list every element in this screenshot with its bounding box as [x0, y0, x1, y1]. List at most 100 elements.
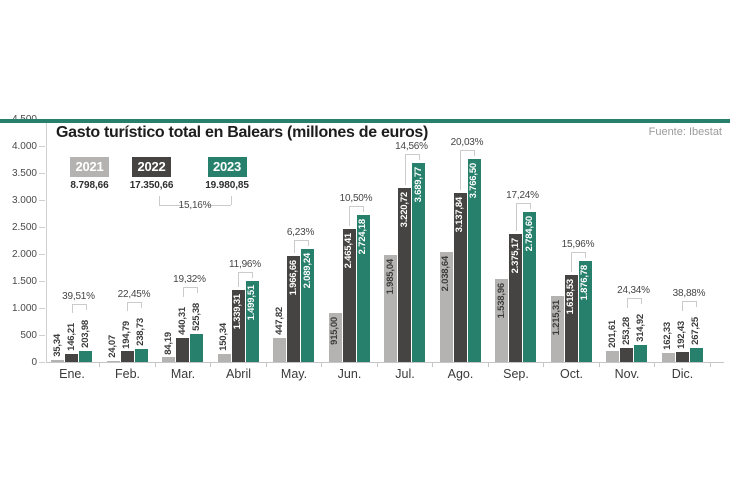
chart-source: Fuente: Ibestat: [648, 126, 722, 138]
x-axis-label: Jul.: [395, 367, 415, 381]
pct-bracket: [182, 286, 198, 288]
x-axis-tick: [265, 362, 267, 367]
pct-bracket: [571, 251, 586, 253]
bar-value-label: 194,79: [121, 320, 132, 349]
x-axis-tick: [154, 362, 156, 367]
y-axis-tick: [39, 146, 45, 147]
bar-value-label: 24,07: [107, 334, 118, 358]
x-axis-label: Feb.: [114, 367, 141, 381]
bar-2022-dic: [675, 351, 689, 362]
y-axis-tick: [39, 200, 45, 201]
pct-bracket: [682, 300, 697, 302]
bar-2022-may: [287, 255, 300, 362]
bar-2023-ago: [467, 158, 481, 362]
pct-bracket: [127, 302, 142, 304]
pct-bracket: [71, 304, 73, 314]
bar-value-label: 84,19: [162, 331, 174, 355]
y-axis-tick-label: 4.000: [11, 141, 37, 152]
pct-bracket: [474, 149, 475, 156]
y-axis-tick-label: 3.000: [11, 195, 37, 206]
bar-2022-ago: [453, 192, 467, 362]
x-axis-label: May.: [280, 367, 308, 381]
bar-2021-abril: [217, 353, 231, 362]
bar-value-label: 3.689,77: [412, 166, 424, 203]
bar-2021-mar: [162, 357, 175, 362]
x-axis-label: Jun.: [337, 367, 362, 381]
y-axis-tick-label: 0: [31, 357, 37, 368]
pct-change-label: 10,50%: [339, 192, 373, 204]
legend-change-bracket: [158, 204, 183, 206]
pct-change-label: 22,45%: [117, 289, 151, 301]
bar-value-label: 192,43: [676, 320, 687, 349]
bar-2023-may: [301, 249, 314, 362]
pct-bracket: [460, 149, 475, 151]
y-axis-line: [46, 121, 47, 362]
y-axis-tick-label: 2.500: [11, 222, 37, 233]
bar-2022-sep: [509, 233, 522, 362]
pct-change-label: 6,23%: [286, 227, 315, 239]
pct-change-label: 15,96%: [561, 238, 595, 250]
bar-2022-mar: [176, 338, 189, 362]
x-axis-label: Ago.: [447, 367, 474, 381]
bar-2023-nov: [634, 344, 647, 362]
pct-bracket: [460, 149, 461, 190]
pct-bracket: [515, 202, 531, 204]
bar-2021-ene: [51, 360, 64, 362]
pct-bracket: [640, 298, 642, 305]
pct-bracket: [515, 202, 517, 231]
x-axis-label: Abril: [225, 367, 252, 381]
y-axis-tick-label: 500: [20, 330, 37, 341]
bar-2023-ene: [79, 350, 92, 362]
pct-bracket: [238, 272, 253, 274]
pct-bracket: [307, 240, 309, 247]
x-axis-label: Ene.: [59, 367, 85, 381]
bar-value-label: 2.038,64: [440, 255, 451, 292]
y-axis-tick-label: 4.500: [0, 114, 37, 119]
pct-bracket: [85, 304, 87, 311]
pct-bracket: [293, 240, 295, 253]
y-axis-tick: [39, 227, 45, 228]
bar-2022-jun: [342, 228, 356, 362]
x-axis-label: Dic.: [671, 367, 694, 381]
bar-value-label: 238,73: [135, 318, 146, 347]
legend-change-label: 15,16%: [178, 199, 212, 211]
bar-value-label: 201,61: [606, 320, 618, 349]
pct-bracket: [626, 298, 642, 300]
bar-2023-oct: [578, 260, 592, 362]
x-axis-tick: [376, 362, 378, 367]
pct-bracket: [404, 153, 406, 186]
pct-bracket: [141, 302, 142, 309]
pct-bracket: [363, 205, 364, 212]
pct-change-label: 19,32%: [173, 273, 206, 285]
x-axis-tick: [432, 362, 434, 367]
bar-value-label: 314,92: [634, 314, 646, 342]
y-axis-tick-label: 1.000: [11, 303, 37, 314]
bar-2023-sep: [523, 211, 536, 362]
bar-2023-mar: [190, 333, 203, 362]
bar-2023-feb: [134, 349, 148, 362]
pct-change-label: 14,56%: [395, 140, 428, 152]
pct-bracket: [349, 205, 350, 226]
bar-value-label: 1.215,31: [551, 300, 562, 336]
bar-2021-feb: [106, 360, 120, 362]
legend-total-2021: 8.798,66: [70, 180, 109, 191]
pct-change-label: 11,96%: [229, 259, 261, 271]
bar-value-label: 525,38: [190, 302, 202, 331]
bar-value-label: 1.339,31: [232, 293, 243, 330]
x-axis-tick: [210, 362, 212, 367]
pct-bracket: [404, 153, 420, 155]
y-axis-tick-label: 2.000: [11, 249, 37, 260]
pct-change-label: 38,88%: [672, 287, 706, 299]
pct-bracket: [293, 240, 309, 242]
bar-value-label: 162,33: [662, 322, 673, 351]
y-axis-tick-label: 1.500: [11, 276, 37, 287]
bar-2021-jul: [384, 254, 397, 362]
y-axis-tick: [39, 173, 45, 174]
bar-2023-abril: [245, 281, 259, 362]
bar-value-label: 267,25: [690, 316, 701, 345]
pct-bracket: [252, 272, 253, 279]
bar-value-label: 2.375,17: [509, 237, 521, 274]
bar-value-label: 2.784,60: [523, 215, 535, 252]
bar-2021-sep: [495, 278, 508, 362]
y-axis-tick: [39, 281, 45, 282]
